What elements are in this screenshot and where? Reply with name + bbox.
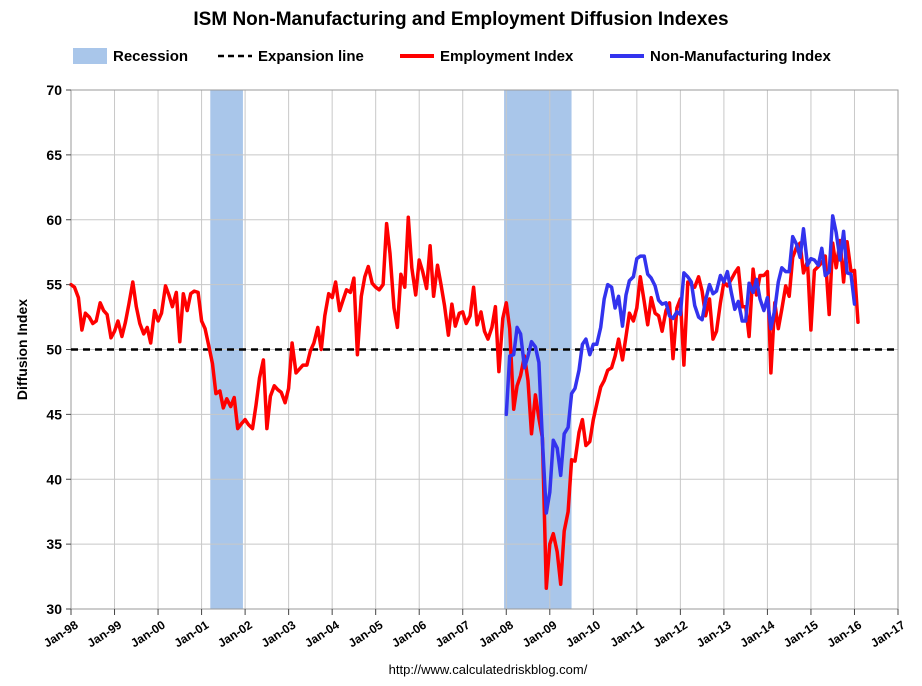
legend-label-expansion-line: Expansion line	[258, 48, 364, 65]
x-tick-label-Jan-01: Jan-01	[172, 618, 212, 651]
x-tick-label-Jan-16: Jan-16	[825, 618, 865, 651]
series-line-employment-index	[69, 215, 860, 590]
y-tick-label-55: 55	[46, 277, 62, 293]
y-tick-label-45: 45	[46, 406, 62, 422]
legend-label-employment-index: Employment Index	[440, 48, 574, 65]
y-tick-label-70: 70	[46, 82, 62, 98]
x-tick-label-Jan-00: Jan-00	[128, 618, 168, 651]
series-lines	[69, 214, 860, 590]
x-tick-label-Jan-17: Jan-17	[868, 618, 908, 651]
x-tick-label-Jan-08: Jan-08	[476, 618, 516, 651]
y-tick-label-40: 40	[46, 471, 62, 487]
x-tick-label-Jan-13: Jan-13	[694, 618, 734, 651]
legend-label-recession: Recession	[113, 48, 188, 65]
y-tick-label-60: 60	[46, 212, 62, 228]
x-tick-label-Jan-11: Jan-11	[608, 618, 647, 650]
plot-area	[69, 89, 899, 610]
x-tick-label-Jan-10: Jan-10	[563, 618, 603, 651]
chart-title: ISM Non-Manufacturing and Employment Dif…	[193, 9, 728, 30]
x-tick-label-Jan-04: Jan-04	[302, 618, 342, 651]
x-axis: Jan-98 Jan-99 Jan-00 Jan-01 Jan-02 Jan-03 Jan-…	[41, 609, 908, 650]
x-tick-label-Jan-15: Jan-15	[781, 618, 821, 651]
chart-legend: Recession Expansion line Employment Index N…	[73, 48, 831, 65]
y-tick-label-50: 50	[46, 342, 62, 358]
x-tick-label-Jan-05: Jan-05	[346, 618, 386, 651]
x-tick-label-Jan-07: Jan-07	[433, 618, 473, 651]
source-footer: http://www.calculatedriskblog.com/	[389, 662, 588, 677]
x-tick-label-Jan-14: Jan-14	[738, 618, 778, 651]
y-tick-label-30: 30	[46, 601, 62, 617]
series-line-non-manufacturing-index	[504, 214, 857, 515]
y-axis-label: Diffusion Index	[14, 299, 30, 400]
x-tick-label-Jan-09: Jan-09	[520, 618, 560, 651]
y-tick-label-35: 35	[46, 536, 62, 552]
legend-label-non-manufacturing-index: Non-Manufacturing Index	[650, 48, 831, 65]
y-axis: 30 35 40 45 50 55 60 65 70	[46, 82, 71, 617]
x-tick-label-Jan-12: Jan-12	[650, 618, 690, 651]
legend-swatch-recession	[73, 48, 107, 64]
y-tick-label-65: 65	[46, 147, 62, 163]
x-tick-label-Jan-03: Jan-03	[259, 618, 299, 651]
x-tick-label-Jan-99: Jan-99	[85, 618, 125, 651]
x-tick-label-Jan-02: Jan-02	[215, 618, 255, 651]
x-tick-label-Jan-06: Jan-06	[389, 618, 429, 651]
x-tick-label-Jan-98: Jan-98	[41, 618, 81, 651]
